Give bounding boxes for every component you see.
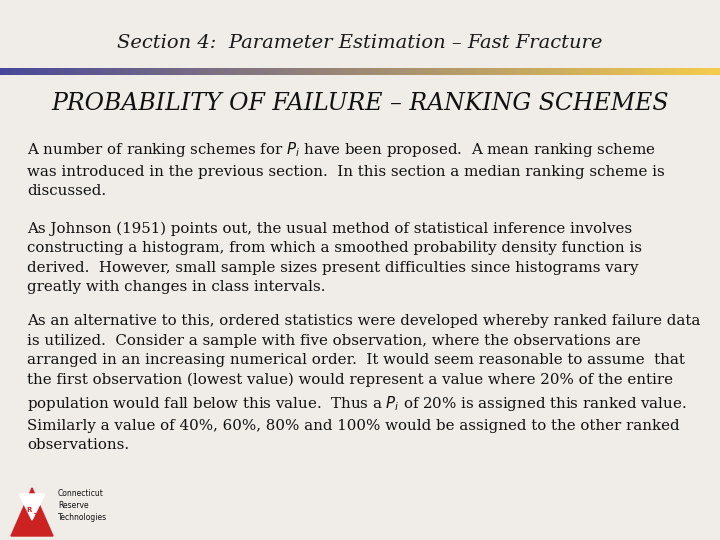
Text: PROBABILITY OF FAILURE – RANKING SCHEMES: PROBABILITY OF FAILURE – RANKING SCHEMES [51,92,669,115]
Text: Section 4:  Parameter Estimation – Fast Fracture: Section 4: Parameter Estimation – Fast F… [117,34,603,52]
Text: T: T [34,513,38,519]
Text: A number of ranking schemes for $P_i$ have been proposed.  A mean ranking scheme: A number of ranking schemes for $P_i$ ha… [27,140,665,198]
Text: As an alternative to this, ordered statistics were developed whereby ranked fail: As an alternative to this, ordered stati… [27,314,701,453]
Text: Reserve: Reserve [58,502,89,510]
Text: As Johnson (1951) points out, the usual method of statistical inference involves: As Johnson (1951) points out, the usual … [27,221,642,294]
Text: C: C [20,510,26,518]
Text: Technologies: Technologies [58,514,107,523]
Polygon shape [19,494,45,520]
Polygon shape [11,488,53,536]
Text: Connecticut: Connecticut [58,489,104,498]
Text: R: R [27,507,32,513]
